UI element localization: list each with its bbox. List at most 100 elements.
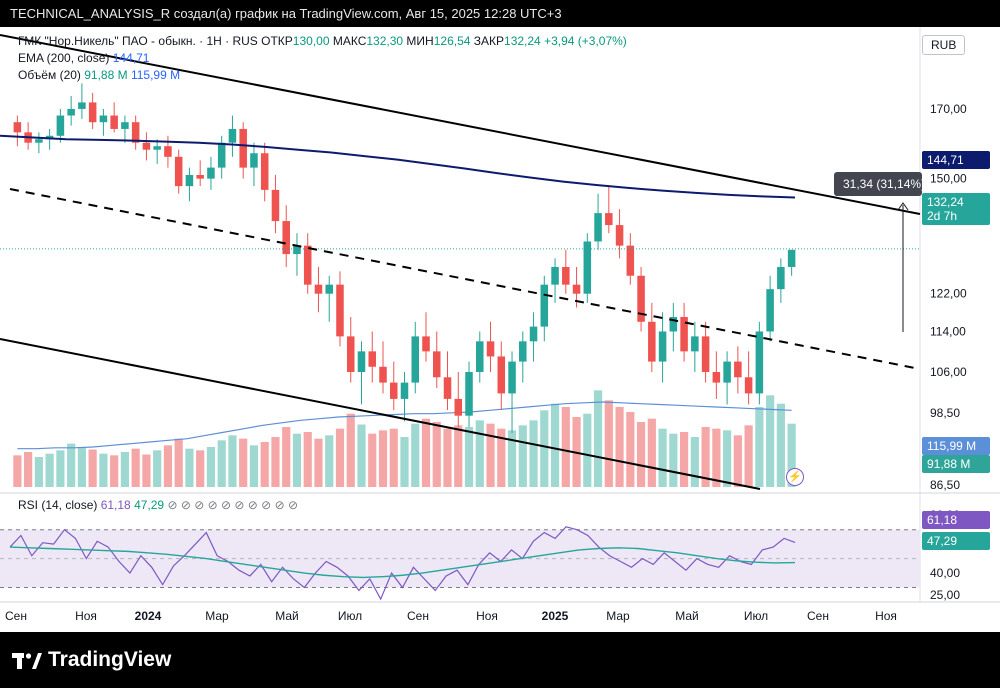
candle: [35, 132, 43, 154]
volume-label[interactable]: Объём (20): [18, 68, 81, 82]
ema-label[interactable]: EMA (200, close): [18, 51, 110, 65]
candle-body: [35, 139, 43, 143]
symbol-legend[interactable]: ГМК "Нор.Никель" ПАО - обыкн. · 1Н · RUS…: [18, 34, 627, 48]
trendline-drawings: [0, 34, 921, 490]
candle: [648, 302, 656, 372]
rsi-legend[interactable]: RSI (14, close) 61,18 47,29 ⊘ ⊘ ⊘ ⊘ ⊘ ⊘ …: [18, 498, 298, 512]
candle-body: [626, 245, 635, 276]
candle: [217, 135, 226, 179]
candle: [13, 115, 22, 147]
time-tick-label: Июл: [744, 609, 768, 623]
candle: [637, 266, 645, 332]
candle-body: [228, 128, 237, 143]
candle: [486, 321, 495, 372]
candle-body: [314, 284, 323, 294]
rsi-ma-value: 47,29: [134, 498, 165, 512]
volume-bar: [378, 430, 388, 487]
volume-bar: [766, 395, 775, 487]
ema-legend[interactable]: EMA (200, close) 144,71: [18, 51, 149, 65]
candle: [153, 139, 161, 164]
volume-bar: [34, 457, 43, 487]
footer-bar: [0, 632, 1000, 688]
candle-body: [766, 289, 774, 332]
candlestick-series: [13, 83, 796, 434]
candle: [185, 167, 194, 202]
candle: [712, 351, 721, 399]
low-value: 126,54: [433, 34, 471, 48]
candle: [551, 258, 559, 303]
candle-body: [572, 284, 581, 294]
lightning-icon[interactable]: ⚡: [786, 468, 804, 486]
ema-price-tag: 144,71: [922, 151, 990, 169]
volume-bar: [196, 450, 205, 487]
rsi-label[interactable]: RSI (14, close): [18, 498, 98, 512]
volume-legend[interactable]: Объём (20) 91,88 М 115,99 М: [18, 68, 180, 82]
price-tick-label: 98,50: [930, 406, 960, 420]
volume-bar: [518, 425, 527, 487]
volume-bar: [67, 443, 76, 487]
time-tick-label: Ноя: [75, 609, 97, 623]
candle: [336, 271, 344, 347]
time-tick-label: Сен: [807, 609, 829, 623]
candle-body: [712, 371, 721, 383]
candle-body: [583, 241, 592, 294]
candle: [282, 205, 290, 267]
candle-body: [88, 102, 97, 123]
volume-bar: [615, 407, 624, 487]
candle-body: [680, 317, 688, 352]
last-price-value: 132,24: [927, 195, 964, 209]
price-tick-label: 114,00: [930, 324, 966, 338]
candle: [24, 122, 32, 150]
candle-body: [551, 266, 559, 285]
time-tick-label: Мар: [205, 609, 229, 623]
candle: [325, 275, 333, 322]
candle: [701, 321, 710, 383]
change-value: +3,94 (+3,07%): [544, 34, 627, 48]
currency-badge[interactable]: RUB: [922, 35, 966, 55]
time-tick-label: 2025: [542, 609, 569, 623]
candle-body: [174, 156, 183, 187]
candle-body: [368, 351, 377, 367]
candle: [422, 312, 430, 362]
candle: [142, 132, 151, 161]
volume-bar: [443, 428, 452, 487]
candle-body: [443, 377, 452, 399]
volume-bar: [561, 407, 570, 487]
volume-bar: [540, 410, 549, 487]
volume-bar: [776, 403, 785, 487]
price-range-measure-label[interactable]: 31,34 (31,14%): [834, 172, 922, 196]
candle: [787, 249, 796, 276]
candle-body: [454, 398, 463, 416]
candle-body: [637, 275, 645, 322]
candle-body: [486, 341, 495, 357]
candle: [626, 233, 635, 285]
candle-body: [723, 361, 731, 383]
candle: [669, 302, 678, 352]
symbol-title[interactable]: ГМК "Нор.Никель" ПАО - обыкн. · 1Н · RUS: [18, 34, 258, 48]
volume-bar: [712, 428, 721, 487]
candle-body: [594, 213, 602, 242]
brand-logo: TradingView: [12, 648, 171, 672]
candle: [121, 115, 129, 143]
candle-body: [605, 213, 613, 226]
volume-bar: [669, 433, 678, 487]
candle-body: [131, 122, 140, 143]
candle-body: [239, 128, 247, 168]
candle: [260, 142, 269, 202]
volume-bar: [755, 407, 764, 487]
candle-body: [734, 361, 742, 378]
candle-body: [325, 284, 333, 294]
candle-body: [497, 356, 506, 394]
candle: [615, 209, 624, 259]
rsi-value: 61,18: [100, 498, 131, 512]
measure-arrow-head: [897, 202, 909, 211]
eye-off-icon[interactable]: ⊘ ⊘ ⊘ ⊘ ⊘ ⊘ ⊘ ⊘ ⊘ ⊘: [167, 498, 299, 512]
candle: [293, 233, 301, 276]
brand-name: TradingView: [48, 648, 172, 671]
candle: [443, 351, 452, 411]
candle-body: [379, 366, 387, 383]
candle: [196, 160, 204, 187]
candle: [540, 275, 549, 342]
